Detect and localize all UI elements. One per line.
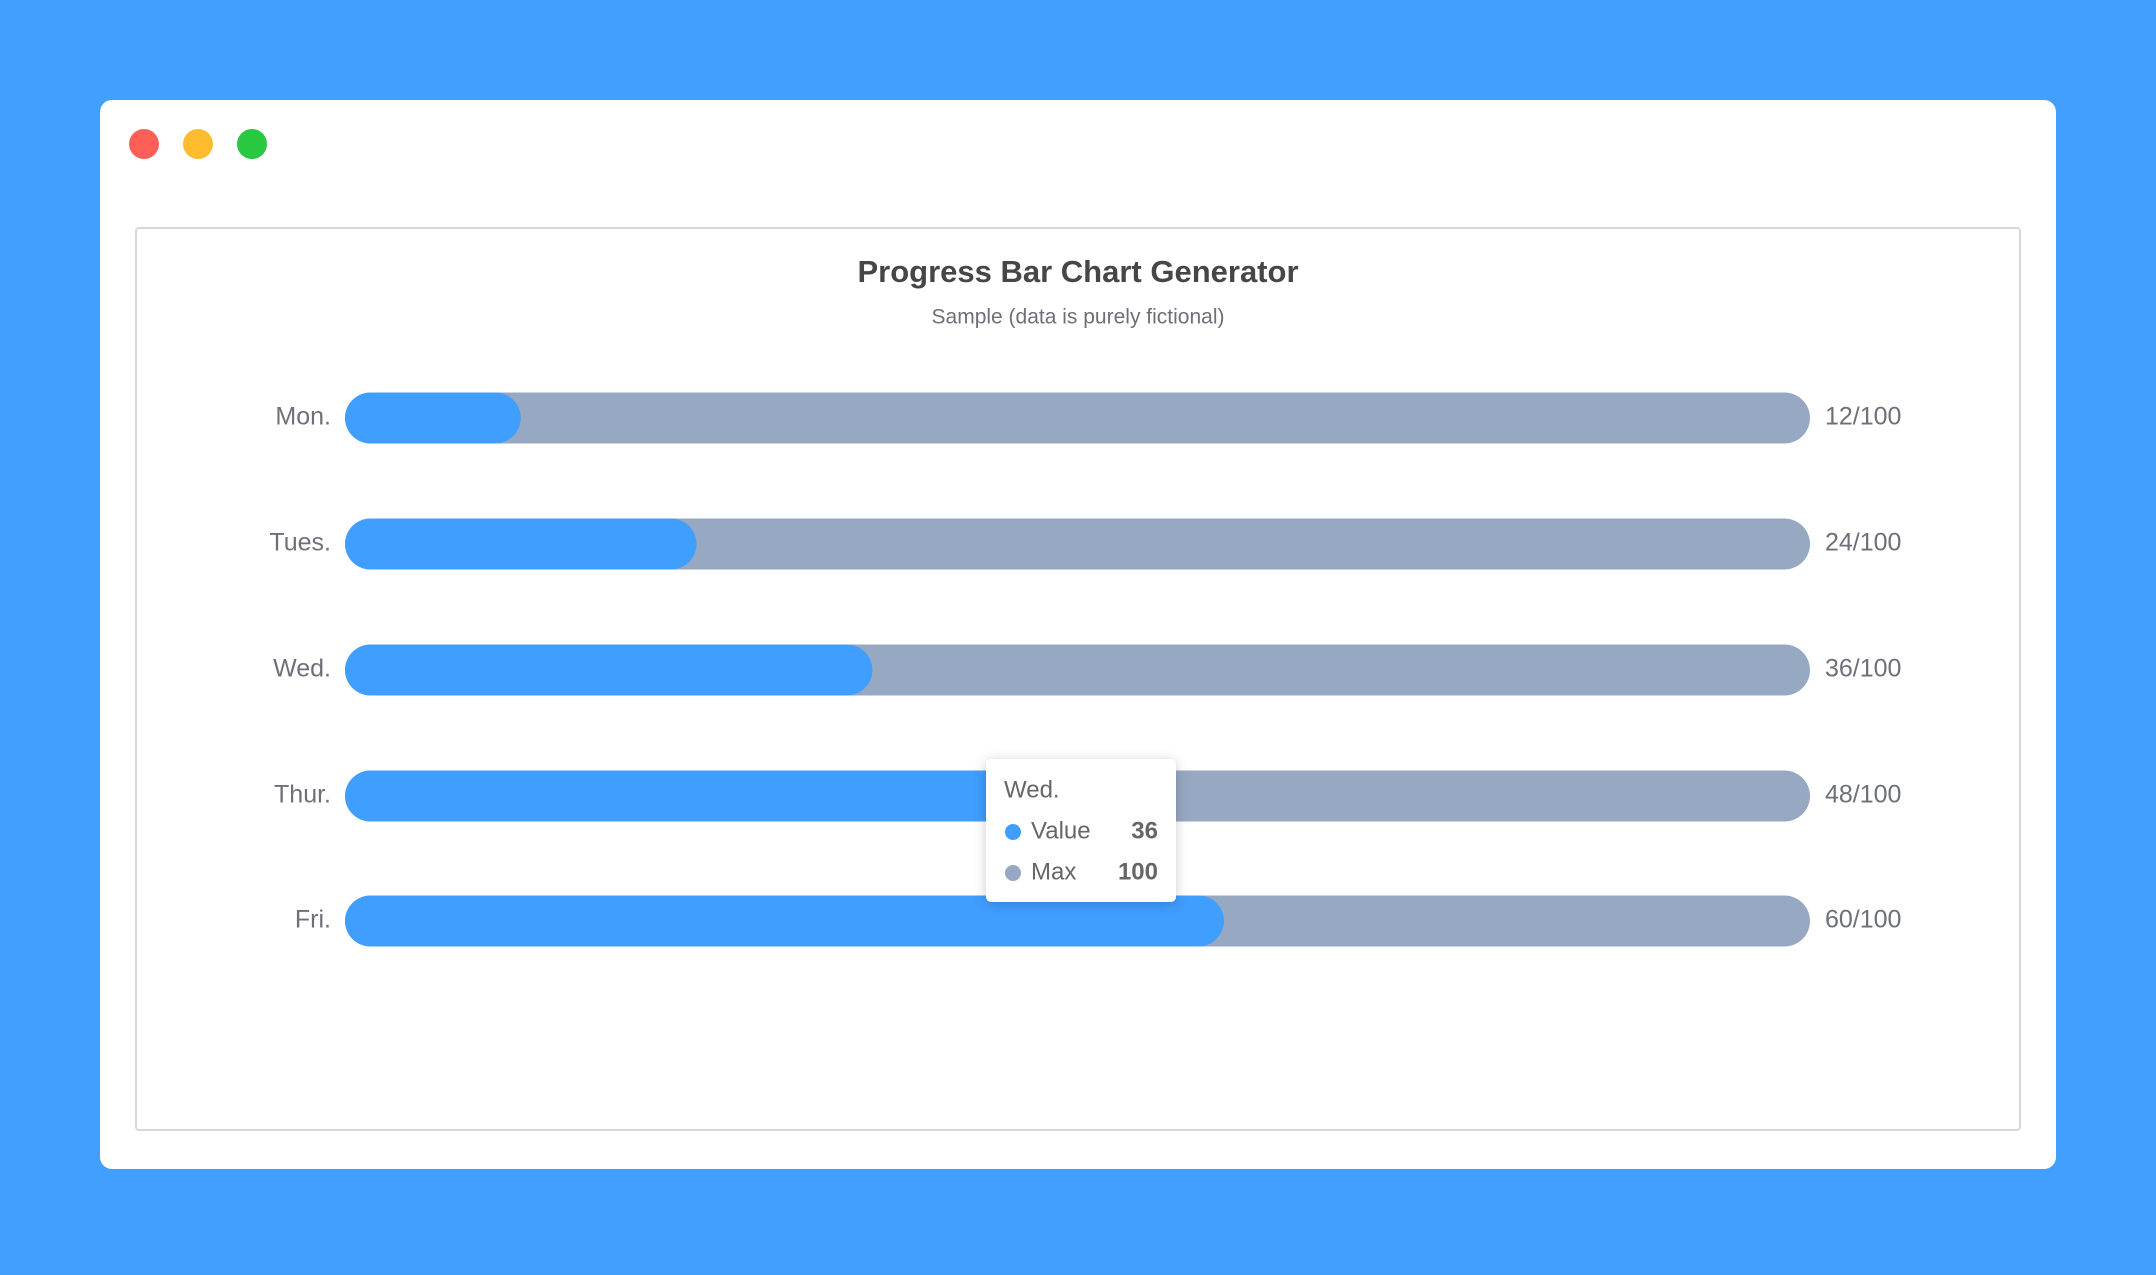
category-label: Mon.	[275, 403, 331, 431]
close-button[interactable]	[129, 129, 159, 159]
value-bar	[345, 392, 521, 444]
tooltip-value: 100	[1118, 858, 1158, 885]
chart-title: Progress Bar Chart Generator	[857, 254, 1298, 289]
category-label: Tues.	[269, 529, 331, 557]
maximize-button[interactable]	[237, 129, 267, 159]
value-label: 24/100	[1825, 529, 1901, 557]
max-bar	[345, 518, 1810, 570]
tooltip-dot	[1005, 865, 1021, 881]
value-label: 48/100	[1825, 781, 1901, 809]
tooltip: Wed. Value 36 Max 100	[986, 759, 1176, 902]
max-bar	[345, 392, 1810, 444]
tooltip-series-name: Value	[1031, 817, 1091, 844]
value-label: 12/100	[1825, 403, 1901, 431]
value-label: 36/100	[1825, 655, 1901, 683]
value-bar	[345, 518, 697, 570]
tooltip-box	[986, 759, 1176, 902]
tooltip-value: 36	[1131, 817, 1158, 844]
tooltip-title: Wed.	[1004, 776, 1060, 803]
value-label: 60/100	[1825, 906, 1901, 934]
minimize-button[interactable]	[183, 129, 213, 159]
category-label: Fri.	[295, 906, 331, 934]
category-label: Thur.	[274, 781, 331, 809]
tooltip-series-name: Max	[1031, 858, 1076, 885]
value-bar	[345, 895, 1224, 947]
category-label: Wed.	[273, 655, 331, 683]
value-bar	[345, 770, 1049, 822]
chart-subtitle: Sample (data is purely fictional)	[932, 306, 1225, 329]
chart: Progress Bar Chart Generator Sample (dat…	[857, 254, 1298, 328]
tooltip-dot	[1005, 824, 1021, 840]
value-bar	[345, 644, 873, 696]
